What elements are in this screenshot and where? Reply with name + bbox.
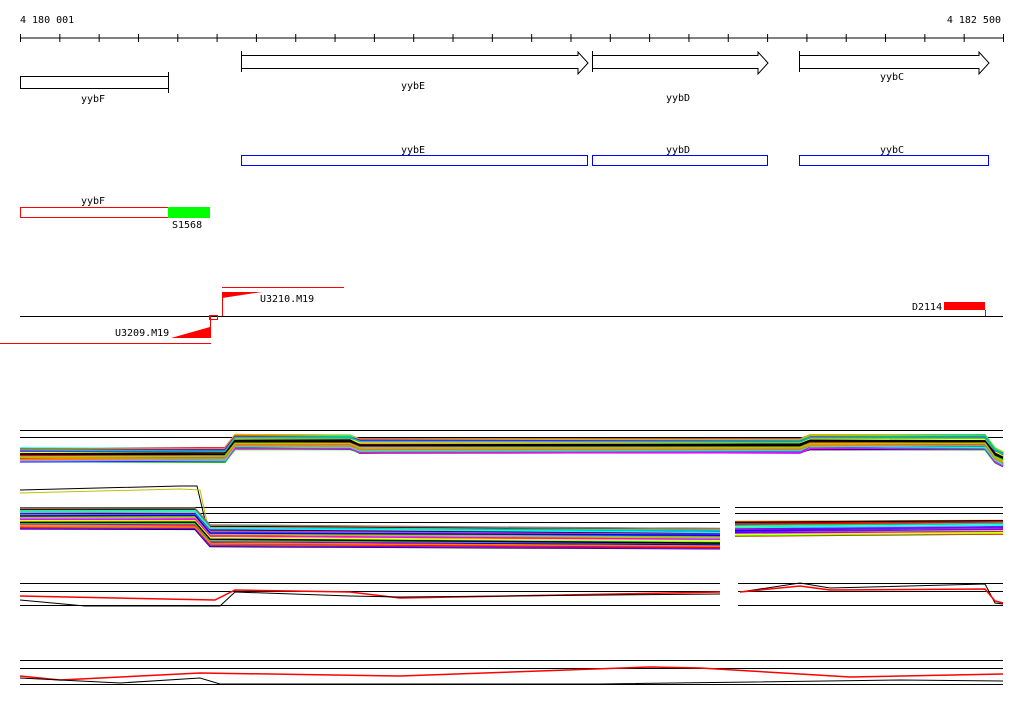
cds-yybD[interactable]: yybD	[592, 145, 768, 166]
cds-yybC[interactable]: yybC	[799, 145, 989, 166]
expression-profile-line	[19, 677, 1004, 685]
expression-profile-line	[19, 442, 1004, 463]
gene-yybC[interactable]: yybC	[799, 50, 990, 83]
region-gene-label: yybF	[81, 196, 105, 207]
unit-label: D2114	[912, 302, 942, 313]
expression-track-2	[19, 485, 1004, 550]
expression-profile-line	[19, 520, 721, 542]
cds-label: yybD	[666, 145, 690, 156]
unit-D2114[interactable]: D2114	[912, 302, 986, 316]
gene-label: yybE	[401, 81, 425, 92]
expression-profile-line	[734, 519, 1004, 524]
ruler: 4 180 001 4 182 500	[20, 15, 1004, 42]
expression-profile-line	[19, 518, 721, 541]
region-feature-label: S1568	[172, 220, 202, 231]
cds-label: yybE	[401, 145, 425, 156]
unit-label: U3210.M19	[260, 294, 314, 305]
expression-profile-line	[19, 507, 721, 530]
cds-track: yybE yybD yybC	[241, 145, 989, 166]
expression-profile-line	[739, 585, 1004, 604]
cds-yybE[interactable]: yybE	[241, 145, 588, 166]
expression-profile-line	[19, 666, 1004, 681]
expression-profile-line	[19, 485, 206, 521]
expression-profile-line	[19, 488, 208, 523]
unit-U3209[interactable]: U3209.M19	[0, 315, 218, 344]
expression-profile-line	[734, 520, 1004, 525]
expression-profile-line	[19, 439, 1004, 458]
expression-profile-line	[19, 525, 721, 547]
region-track: yybF S1568	[20, 196, 210, 231]
expression-profile-line	[19, 516, 721, 539]
expression-profile-line	[734, 524, 1004, 529]
expression-profile-line	[19, 521, 721, 544]
gene-label: yybF	[81, 94, 105, 105]
expression-profile-line	[734, 526, 1004, 530]
expression-profile-line	[739, 582, 1004, 605]
expression-profile-line	[19, 527, 721, 550]
expression-track-4	[19, 660, 1004, 685]
ruler-start-label: 4 180 001	[20, 15, 74, 26]
gene-yybE[interactable]: yybE	[241, 50, 589, 92]
transcription-unit-track: U3209.M19 U3210.M19 D2114	[0, 287, 1003, 344]
expression-profile-line	[734, 528, 1004, 533]
cds-label: yybC	[880, 145, 904, 156]
region-feature-box[interactable]	[168, 207, 210, 218]
ruler-end-label: 4 182 500	[947, 15, 1001, 26]
expression-profile-line	[19, 510, 721, 534]
expression-track-3	[19, 582, 1004, 607]
expression-track-1	[19, 430, 1004, 468]
expression-tracks	[19, 430, 1004, 685]
unit-U3210[interactable]: U3210.M19	[222, 287, 344, 317]
expression-profile-line	[19, 514, 721, 536]
unit-label: U3209.M19	[115, 328, 169, 339]
expression-profile-line	[19, 591, 721, 607]
gene-label: yybC	[880, 72, 904, 83]
expression-profile-line	[734, 522, 1004, 526]
expression-profile-line	[19, 436, 1004, 455]
expression-profile-line	[734, 532, 1004, 536]
gene-yybD[interactable]: yybD	[592, 50, 769, 104]
gene-track: yybF yybE yybD yybC	[20, 50, 990, 105]
gene-yybF[interactable]: yybF	[20, 72, 169, 105]
gene-label: yybD	[666, 93, 690, 104]
region-gene-box[interactable]	[20, 207, 169, 218]
